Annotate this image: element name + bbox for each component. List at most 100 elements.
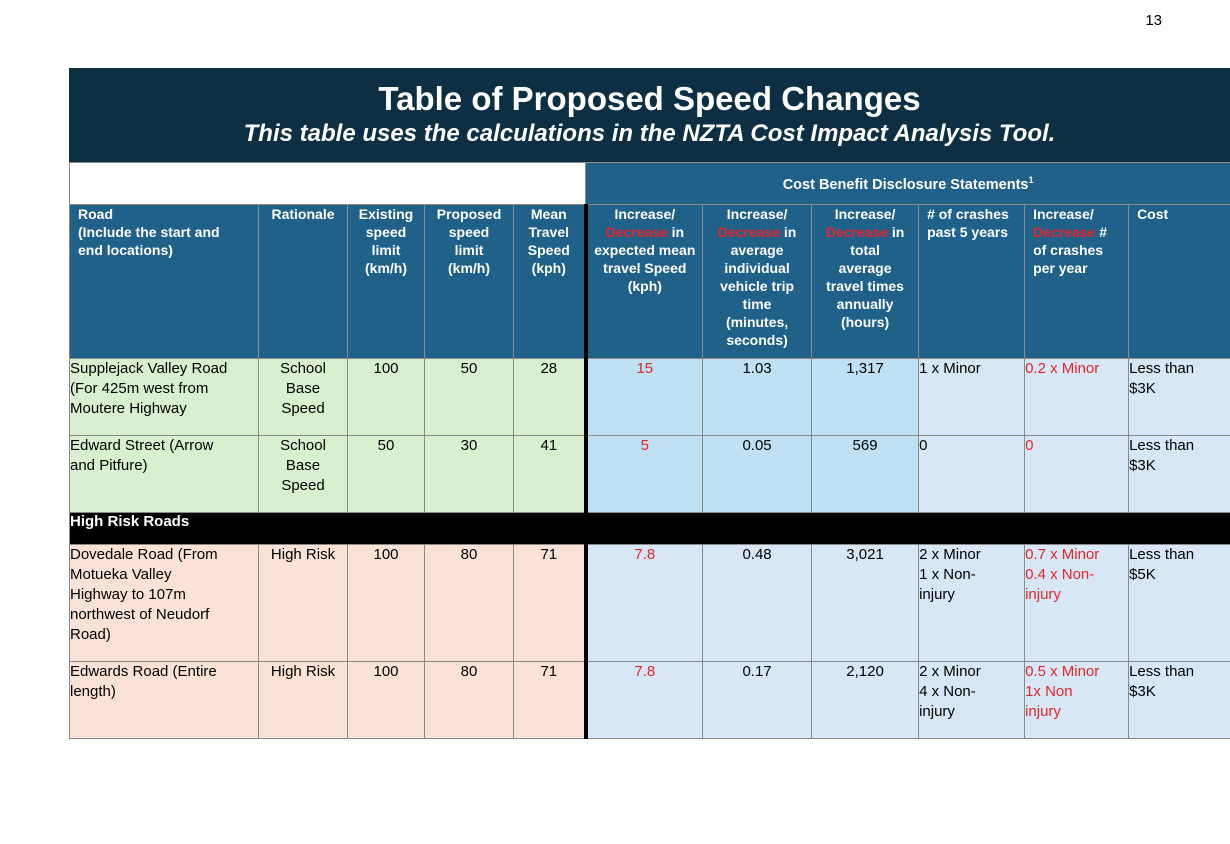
h-text: Increase/ [614, 206, 676, 222]
h-text: Existing [358, 206, 414, 222]
h-text: limit [371, 242, 401, 258]
text-line: and Pitfure) [70, 457, 148, 474]
col-change-crashes: Increase/Decrease # of crashes per year [1024, 204, 1130, 359]
change-speed-cell: 5 [583, 435, 704, 513]
change-speed-cell: 7.8 [583, 544, 704, 662]
table-title: Table of Proposed Speed Changes [378, 80, 921, 117]
mean-speed-cell: 71 [512, 661, 587, 739]
text-line: Base [285, 380, 321, 397]
rationale-cell: High Risk [258, 661, 348, 739]
table-row: Dovedale Road (From Motueka Valley Highway… [69, 544, 1230, 662]
speed-changes-table: Cost Benefit Disclosure Statements1 Road… [68, 162, 1230, 739]
rationale-cell: School Base Speed [258, 435, 348, 513]
h-text: Proposed [436, 206, 502, 222]
change-crashes-cell: 0 [1024, 435, 1130, 513]
col-road-note-2: end locations) [78, 242, 173, 258]
text-line: 4 x Non- [919, 683, 976, 700]
rationale-cell: School Base Speed [258, 358, 348, 436]
h-text: travel times [826, 278, 904, 294]
text-line: Motueka Valley [70, 566, 172, 583]
existing-limit-cell: 100 [347, 661, 425, 739]
h-text: Increase/ [834, 206, 896, 222]
change-crashes-cell: 0.2 x Minor [1024, 358, 1130, 436]
h-text: seconds) [726, 332, 788, 348]
table-title-banner: Table of Proposed Speed Changes This tab… [69, 68, 1230, 162]
text-line: $3K [1129, 683, 1156, 700]
text-line: School [280, 437, 326, 454]
h-text: speed [365, 224, 407, 240]
existing-limit-cell: 50 [347, 435, 425, 513]
crashes-cell: 0 [918, 435, 1026, 513]
text-line: Speed [281, 477, 325, 494]
col-change-trip-time: Increase/Decrease in average individual veh… [702, 204, 813, 359]
table-row: Edwards Road (Entire length) High Risk 10… [69, 661, 1230, 739]
text-line: $3K [1129, 457, 1156, 474]
cost-cell: Less than $3K [1128, 661, 1230, 739]
text-line: Highway to 107m [70, 586, 186, 603]
text-line: $5K [1129, 566, 1156, 583]
text-line: Edwards Road (Entire [70, 663, 217, 680]
h-text: limit [454, 242, 484, 258]
col-road-label: Road [78, 206, 113, 222]
cost-benefit-header: Cost Benefit Disclosure Statements1 [585, 162, 1230, 205]
col-mean-speed: Mean Travel Speed (kph) [512, 204, 587, 359]
crashes-cell: 2 x Minor 4 x Non-injury [918, 661, 1026, 739]
col-road-note-1: (Include the start and [78, 224, 220, 240]
text-line: 2 x Minor [919, 663, 981, 680]
col-proposed-limit: Proposed speed limit (km/h) [424, 204, 514, 359]
h-red-text: Decrease [605, 224, 668, 240]
text-line: Less than [1129, 360, 1195, 377]
road-cell: Supplejack Valley Road (For 425m west fro… [69, 358, 259, 436]
change-trip-time-cell: 0.05 [702, 435, 813, 513]
h-text: time [742, 296, 772, 312]
text-line: 0.5 x Minor [1025, 663, 1100, 680]
text-line: injury [919, 703, 955, 720]
text-line: Base [285, 457, 321, 474]
h-text: (kph) [531, 260, 566, 276]
group-header-row: Cost Benefit Disclosure Statements1 [68, 162, 1230, 205]
col-change-speed: Increase/Decrease in expected mean travel … [583, 204, 704, 359]
h-text: # [1095, 224, 1108, 240]
text-line: Dovedale Road (From [70, 546, 218, 563]
text-line: (For 425m west from [70, 380, 209, 397]
h-text: per year [1033, 260, 1088, 276]
h-text: in [667, 224, 685, 240]
page-number: 13 [1145, 12, 1162, 29]
text-line: Less than [1129, 437, 1195, 454]
text-line: Moutere Highway [70, 400, 187, 417]
proposed-limit-cell: 80 [424, 544, 514, 662]
proposed-limit-cell: 50 [424, 358, 514, 436]
text-line: 2 x Minor [919, 546, 981, 563]
change-trip-time-cell: 0.17 [702, 661, 813, 739]
existing-limit-cell: 100 [347, 358, 425, 436]
h-text: speed [448, 224, 490, 240]
text-line: injury [1025, 586, 1061, 603]
col-crashes: # of crashes past 5 years [918, 204, 1026, 359]
proposed-limit-cell: 30 [424, 435, 514, 513]
h-text: average [730, 242, 784, 258]
h-text: (km/h) [365, 260, 407, 276]
rationale-cell: High Risk [258, 544, 348, 662]
road-cell: Edward Street (Arrow and Pitfure) [69, 435, 259, 513]
change-trip-time-cell: 0.48 [702, 544, 813, 662]
change-total-time-cell: 3,021 [811, 544, 920, 662]
change-total-time-cell: 2,120 [811, 661, 920, 739]
h-text: individual [724, 260, 790, 276]
cost-cell: Less than $3K [1128, 435, 1230, 513]
h-text: past 5 years [927, 224, 1009, 240]
table-subtitle: This table uses the calculations in the … [243, 120, 1056, 147]
text-line: School [280, 360, 326, 377]
h-text: annually [836, 296, 894, 312]
h-text: expected mean [594, 242, 696, 258]
text-line: $3K [1129, 380, 1156, 397]
footnote-marker: 1 [1028, 174, 1034, 185]
text-line: 0.7 x Minor [1025, 546, 1100, 563]
col-existing-limit: Existing speed limit (km/h) [347, 204, 425, 359]
change-crashes-cell: 0.5 x Minor 1x Non injury [1024, 661, 1130, 739]
proposed-limit-cell: 80 [424, 661, 514, 739]
h-red-text: Decrease [825, 224, 889, 240]
blank-header-cell [68, 162, 587, 205]
mean-speed-cell: 41 [512, 435, 587, 513]
col-cost: Cost [1128, 204, 1230, 359]
cost-cell: Less than $3K [1128, 358, 1230, 436]
